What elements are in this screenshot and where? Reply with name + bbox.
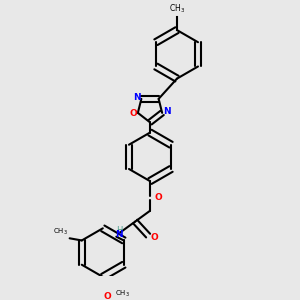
Text: O: O [154, 193, 162, 202]
Text: N: N [115, 230, 123, 239]
Text: N: N [163, 107, 171, 116]
Text: O: O [150, 233, 158, 242]
Text: CH$_3$: CH$_3$ [169, 3, 185, 15]
Text: CH$_3$: CH$_3$ [53, 227, 68, 238]
Text: O: O [103, 292, 111, 300]
Text: CH$_3$: CH$_3$ [116, 289, 130, 299]
Text: N: N [133, 93, 140, 102]
Text: O: O [130, 109, 137, 118]
Text: H: H [116, 226, 122, 235]
